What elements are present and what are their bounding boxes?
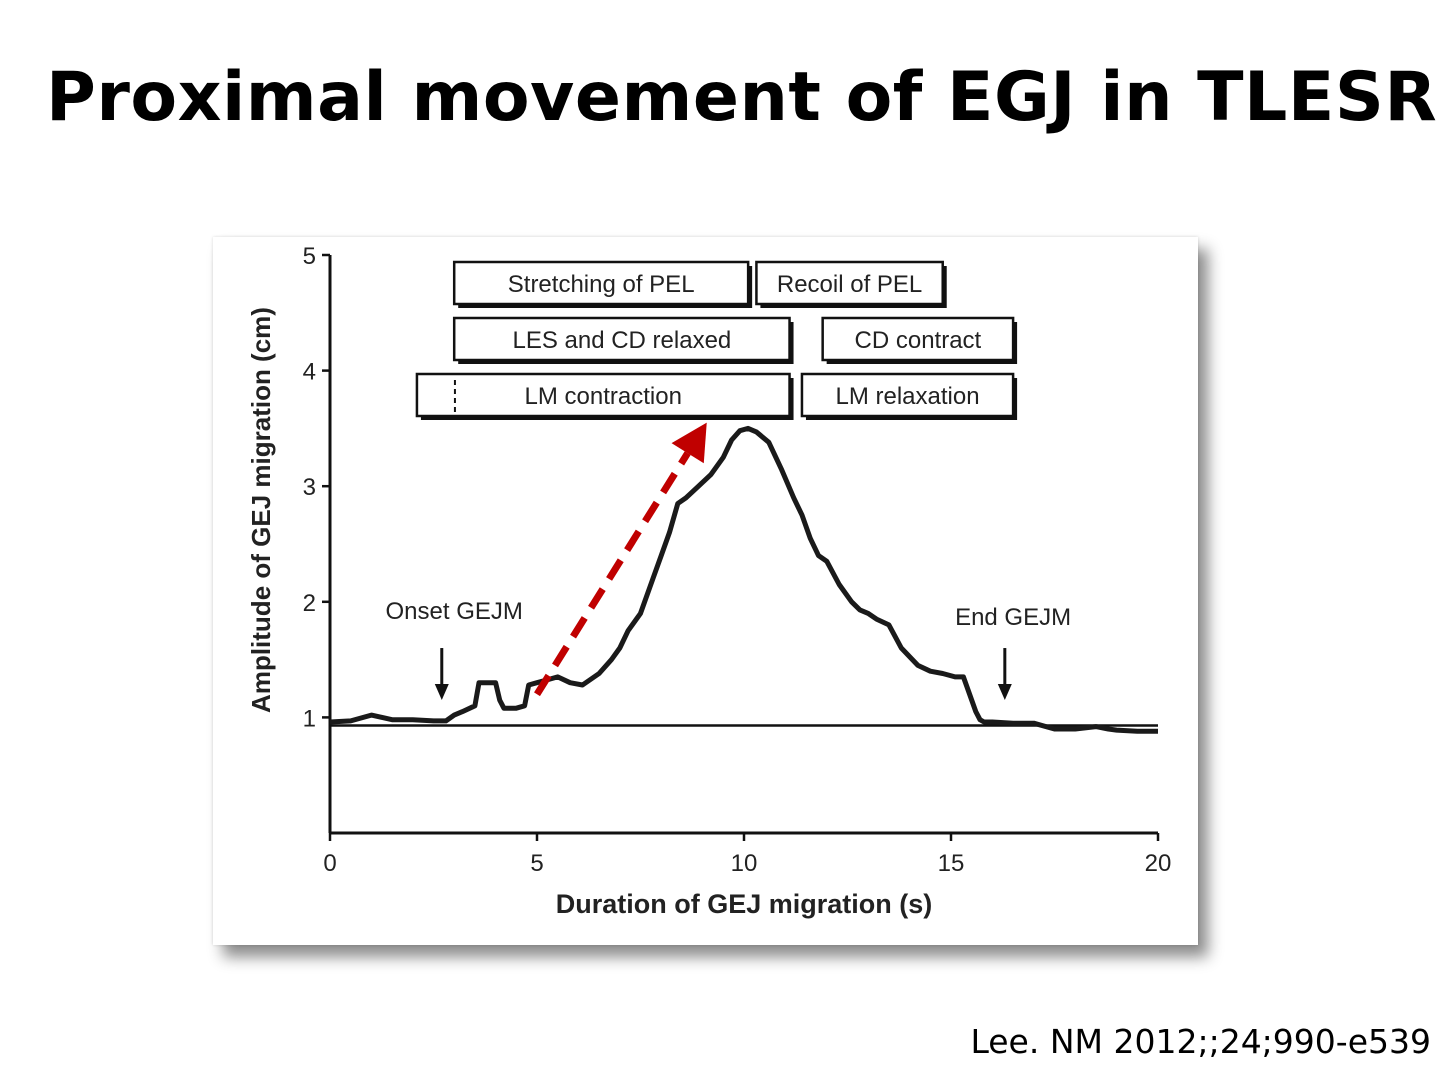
slide-title: Proximal movement of EGJ in TLESR (46, 58, 1438, 137)
y-tick-label: 5 (303, 243, 316, 270)
x-tick-label: 5 (530, 850, 543, 877)
phase-box (800, 372, 1015, 418)
gej-migration-curve (329, 425, 1158, 734)
y-tick-label: 3 (303, 474, 316, 501)
phase-box-label: CD contract (855, 327, 982, 354)
x-tick-label: 0 (323, 850, 336, 877)
phase-box (415, 372, 791, 418)
phase-box-label: LM contraction (525, 383, 682, 410)
phase-box-label: LES and CD relaxed (512, 327, 731, 354)
phase-box-label: LM relaxation (835, 383, 979, 410)
down-arrow-head (434, 684, 449, 701)
gej-migration-chart: 0 5 10 15 20 1 2 3 4 5 Stretching of PEL Recoil of… (246, 243, 1172, 919)
annotation-label: End GEJM (955, 604, 1071, 631)
y-axis-label: Amplitude of GEJ migration (cm) (246, 307, 276, 713)
y-tick-label: 4 (303, 359, 316, 386)
phase-box (821, 316, 1015, 362)
y-tick-label: 1 (303, 705, 316, 732)
phase-box-label: Recoil of PEL (777, 271, 922, 298)
citation: Lee. NM 2012;;24;990-e539 (970, 1022, 1431, 1061)
red-dashed-arrow-head (671, 422, 707, 464)
figure-card: 0 5 10 15 20 1 2 3 4 5 Stretching of PEL Recoil of… (213, 237, 1198, 945)
red-dashed-arrow-shaft (534, 451, 691, 697)
phase-box (452, 260, 750, 306)
x-tick-label: 10 (731, 850, 758, 877)
down-arrow-head (997, 684, 1012, 701)
phase-box (755, 260, 944, 306)
x-axis-label: Duration of GEJ migration (s) (556, 889, 933, 919)
phase-box-label: Stretching of PEL (508, 271, 695, 298)
x-tick-label: 20 (1145, 850, 1172, 877)
annotation-label: Onset GEJM (386, 598, 523, 625)
x-tick-label: 15 (938, 850, 965, 877)
phase-box (452, 316, 791, 362)
y-tick-label: 2 (303, 590, 316, 617)
